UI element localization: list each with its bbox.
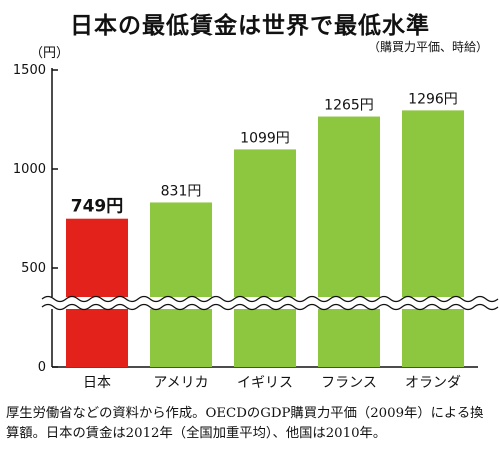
y-tick-label: 1500 xyxy=(13,63,46,78)
source-caption: 厚生労働省などの資料から作成。OECDのGDP購買力平価（2009年）による換算… xyxy=(6,406,484,441)
category-label: オランダ xyxy=(405,375,461,391)
bar xyxy=(234,149,296,367)
category-label: フランス xyxy=(321,375,377,391)
bar xyxy=(150,202,212,367)
bar-value-label: 1099円 xyxy=(240,130,290,146)
bar xyxy=(318,116,380,367)
category-label: アメリカ xyxy=(153,375,208,391)
bar-value-label: 1265円 xyxy=(324,98,374,114)
chart-subtitle: （購買力平価、時給） xyxy=(367,40,488,54)
y-tick-label: 0 xyxy=(38,360,46,375)
axis-break-line-upper xyxy=(41,295,499,303)
y-tick-label: 500 xyxy=(21,261,46,276)
y-axis-unit: （円） xyxy=(30,46,70,61)
bar-value-label: 1296円 xyxy=(408,91,458,107)
bar-value-label: 749円 xyxy=(71,197,124,217)
bar-value-label: 831円 xyxy=(161,183,202,199)
axis-break-band xyxy=(42,297,482,309)
bar xyxy=(66,218,128,367)
category-label: 日本 xyxy=(83,375,111,391)
bar xyxy=(402,110,464,367)
axis-break-line-lower xyxy=(41,303,499,311)
chart-title: 日本の最低賃金は世界で最低水準 xyxy=(70,13,430,39)
category-label: イギリス xyxy=(237,375,293,391)
y-tick-label: 1000 xyxy=(13,162,46,177)
